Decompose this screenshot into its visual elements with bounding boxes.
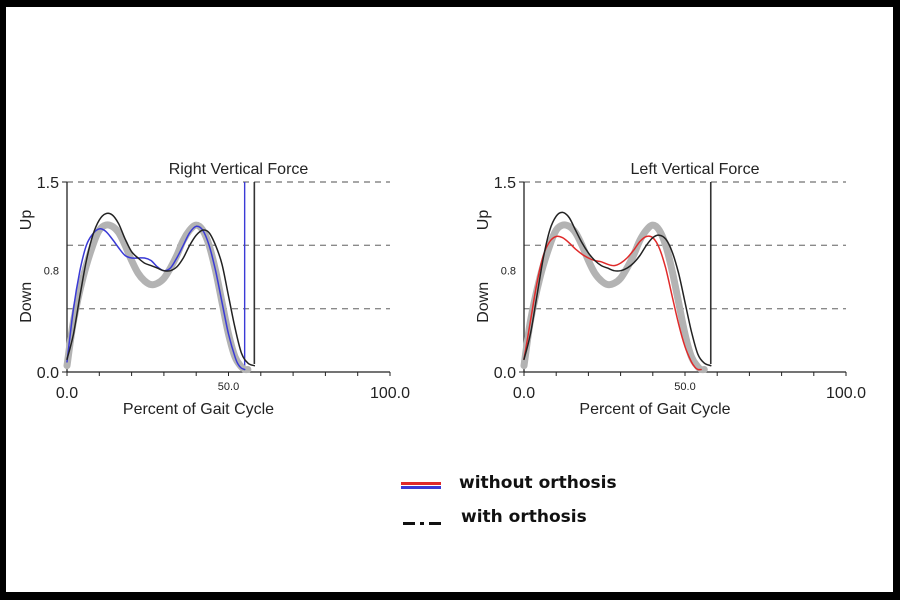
chart1-series-normative-band <box>520 221 708 374</box>
chart-left-vertical-force: Left Vertical Force 0.0 50.0 100.0 0.0 0.8 1.5… <box>475 161 866 418</box>
legend: without orthosis with orthosis <box>401 473 617 527</box>
chart1-title: Left Vertical Force <box>631 161 760 178</box>
legend-swatch-blue <box>401 486 441 489</box>
legend-swatch-black-dash-2 <box>429 522 441 525</box>
chart1-y-tick-label-1: 0.8 <box>501 266 516 278</box>
chart-right-vertical-force: Right Vertical Force 0.0 50.0 100.0 0.0 0.8 1.… <box>18 161 410 418</box>
chart0-y-label-up: Up <box>18 210 35 231</box>
chart1-y-tick-label-2: 1.5 <box>494 175 516 192</box>
legend-label-with-orthosis: with orthosis <box>461 507 587 527</box>
legend-swatch-black-dot <box>420 522 424 525</box>
chart0-y-tick-label-0: 0.0 <box>37 365 59 382</box>
legend-swatch-black-dash-1 <box>403 522 415 525</box>
chart0-x-tick-label-0: 0.0 <box>56 385 78 402</box>
chart0-y-tick-label-1: 0.8 <box>44 266 59 278</box>
chart0-x-tick-label-2: 100.0 <box>370 385 410 402</box>
legend-label-without-orthosis: without orthosis <box>459 473 617 493</box>
chart0-series-with-orthosis <box>66 212 256 367</box>
chart0-title: Right Vertical Force <box>169 161 309 178</box>
chart0-x-axis-label: Percent of Gait Cycle <box>123 401 274 418</box>
legend-swatch-red <box>401 482 441 485</box>
chart1-x-axis-label: Percent of Gait Cycle <box>579 401 730 418</box>
figure-frame: Right Vertical Force 0.0 50.0 100.0 0.0 0.8 1.… <box>6 7 893 592</box>
chart1-y-tick-label-0: 0.0 <box>494 365 516 382</box>
chart1-y-label-up: Up <box>475 210 492 231</box>
chart1-x-tick-label-0: 0.0 <box>513 385 535 402</box>
chart1-series-without-orthosis <box>523 235 702 371</box>
chart1-y-label-down: Down <box>475 282 492 323</box>
figure-canvas: Right Vertical Force 0.0 50.0 100.0 0.0 0.8 1.… <box>18 161 866 527</box>
chart0-x-tick-label-1: 50.0 <box>218 381 239 393</box>
chart0-y-label-down: Down <box>18 282 35 323</box>
chart0-y-tick-label-2: 1.5 <box>37 175 59 192</box>
chart1-x-tick-label-1: 50.0 <box>674 381 695 393</box>
chart1-x-tick-label-2: 100.0 <box>826 385 866 402</box>
chart1-series-with-orthosis <box>523 211 712 367</box>
